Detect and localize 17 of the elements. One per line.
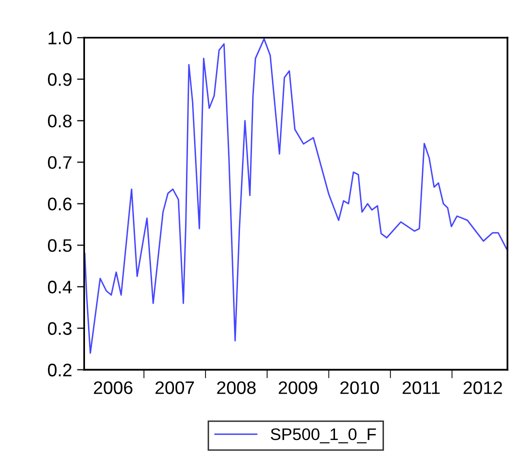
x-tick-label: 2007 — [156, 381, 194, 394]
y-tick-label: 0.6 — [48, 198, 72, 210]
x-tick-label: 2009 — [278, 381, 318, 394]
y-tick-label: 0.8 — [48, 114, 72, 128]
y-tick-label: 0.9 — [48, 73, 72, 86]
x-tick-label: 2008 — [217, 381, 256, 394]
y-tick-label: 0.7 — [48, 156, 72, 169]
y-tick-label: 0.4 — [48, 280, 72, 294]
legend-label: SP500_1_0_F — [270, 428, 376, 444]
x-tick-label: 2011 — [402, 381, 440, 394]
y-tick-label: 0.3 — [48, 322, 72, 335]
x-tick-label: 2010 — [340, 381, 379, 394]
x-tick-label: 2012 — [464, 381, 502, 394]
y-tick-label: 0.5 — [48, 239, 72, 252]
y-tick-label: 1.0 — [48, 32, 72, 44]
x-tick-label: 2006 — [94, 381, 132, 394]
y-tick-label: 0.2 — [48, 364, 72, 376]
